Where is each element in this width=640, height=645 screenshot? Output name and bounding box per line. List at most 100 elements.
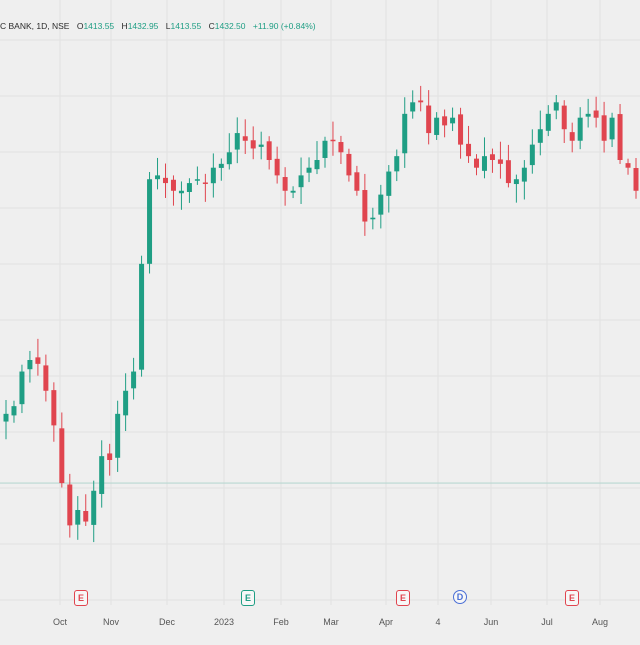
earnings-event-marker[interactable]: E: [565, 590, 579, 606]
candle-down[interactable]: [474, 158, 480, 168]
candle-up[interactable]: [178, 190, 184, 194]
earnings-event-marker[interactable]: E: [396, 590, 410, 606]
candle-down[interactable]: [426, 105, 432, 134]
candle-up[interactable]: [218, 163, 224, 168]
candle-down[interactable]: [601, 115, 607, 141]
candle-up[interactable]: [529, 144, 535, 166]
candle-up[interactable]: [131, 371, 137, 389]
candle-down[interactable]: [617, 114, 623, 160]
candle-down[interactable]: [418, 100, 424, 103]
open-value: 1413.55: [83, 21, 115, 31]
candle-up[interactable]: [115, 413, 121, 458]
x-tick-label: Jul: [541, 617, 553, 627]
low-value: 1413.55: [170, 21, 202, 31]
candle-up[interactable]: [194, 179, 200, 181]
candle-up[interactable]: [290, 190, 296, 193]
candle-up[interactable]: [434, 117, 440, 135]
candle-up[interactable]: [11, 406, 17, 416]
candle-down[interactable]: [266, 141, 272, 160]
candle-up[interactable]: [186, 183, 192, 192]
earnings-event-marker[interactable]: E: [74, 590, 88, 606]
candle-up[interactable]: [481, 156, 487, 171]
candle-down[interactable]: [633, 168, 639, 191]
candle-down[interactable]: [250, 140, 256, 149]
candle-up[interactable]: [585, 113, 591, 117]
candle-up[interactable]: [226, 152, 232, 165]
candle-down[interactable]: [466, 143, 472, 157]
candle-down[interactable]: [362, 190, 368, 222]
candle-up[interactable]: [298, 175, 304, 188]
candle-down[interactable]: [282, 177, 288, 191]
x-tick-label: Nov: [102, 617, 120, 627]
candle-up[interactable]: [75, 510, 81, 525]
symbol-label: C BANK, 1D, NSE: [0, 21, 70, 31]
candle-down[interactable]: [162, 177, 168, 184]
candle-up[interactable]: [210, 167, 216, 184]
candle-down[interactable]: [274, 158, 280, 176]
dividend-event-marker[interactable]: D: [453, 590, 467, 604]
candle-up[interactable]: [545, 113, 551, 131]
candle-down[interactable]: [346, 153, 352, 176]
candle-down[interactable]: [51, 390, 57, 426]
candle-up[interactable]: [410, 102, 416, 112]
candle-down[interactable]: [505, 160, 511, 184]
candle-down[interactable]: [338, 142, 344, 153]
candle-up[interactable]: [322, 140, 328, 158]
candle-up[interactable]: [609, 117, 615, 140]
candle-up[interactable]: [234, 133, 240, 150]
candle-up[interactable]: [378, 194, 384, 215]
candle-up[interactable]: [99, 456, 105, 494]
candle-up[interactable]: [3, 413, 9, 422]
candle-up[interactable]: [155, 175, 161, 180]
candle-up[interactable]: [553, 102, 559, 111]
ohlc-legend: C BANK, 1D, NSE O1413.55 H1432.95 L1413.…: [0, 18, 316, 34]
candle-up[interactable]: [513, 179, 519, 185]
candle-up[interactable]: [139, 263, 145, 370]
x-tick-label: Feb: [273, 617, 289, 627]
candle-up[interactable]: [258, 144, 264, 147]
candle-down[interactable]: [489, 154, 495, 160]
candle-up[interactable]: [370, 217, 376, 220]
candle-up[interactable]: [306, 167, 312, 173]
candle-down[interactable]: [625, 163, 631, 168]
candle-up[interactable]: [537, 129, 543, 143]
candle-up[interactable]: [314, 160, 320, 170]
x-tick-label: Oct: [52, 617, 68, 627]
candle-up[interactable]: [19, 371, 25, 405]
candle-down[interactable]: [67, 484, 73, 526]
candle-up[interactable]: [521, 167, 527, 182]
candle-down[interactable]: [242, 136, 248, 141]
candle-up[interactable]: [577, 117, 583, 141]
candle-down[interactable]: [107, 453, 113, 460]
candle-down[interactable]: [83, 510, 89, 522]
x-tick-label: Mar: [323, 617, 339, 627]
candle-down[interactable]: [593, 110, 599, 118]
candle-up[interactable]: [91, 490, 97, 525]
candle-down[interactable]: [330, 139, 336, 142]
candle-down[interactable]: [561, 105, 567, 130]
earnings-event-marker[interactable]: E: [241, 590, 255, 606]
candle-down[interactable]: [202, 182, 208, 184]
candle-up[interactable]: [123, 390, 129, 416]
candle-down[interactable]: [442, 116, 448, 126]
close-label: C: [208, 21, 215, 31]
candle-up[interactable]: [402, 113, 408, 154]
candle-up[interactable]: [450, 117, 456, 124]
candle-down[interactable]: [43, 365, 49, 391]
open-label: O: [76, 21, 84, 31]
candle-down[interactable]: [497, 159, 503, 164]
candle-down[interactable]: [569, 132, 575, 141]
candle-down[interactable]: [170, 179, 176, 191]
candle-up[interactable]: [27, 360, 33, 370]
candle-up[interactable]: [394, 156, 400, 172]
candle-down[interactable]: [354, 172, 360, 191]
x-tick-label: Jun: [483, 617, 499, 627]
candle-down[interactable]: [59, 428, 65, 484]
candle-up[interactable]: [386, 171, 392, 196]
x-tick-label: Apr: [378, 617, 394, 627]
candle-up[interactable]: [147, 179, 153, 264]
candle-down[interactable]: [458, 114, 464, 145]
candle-down[interactable]: [35, 357, 41, 364]
